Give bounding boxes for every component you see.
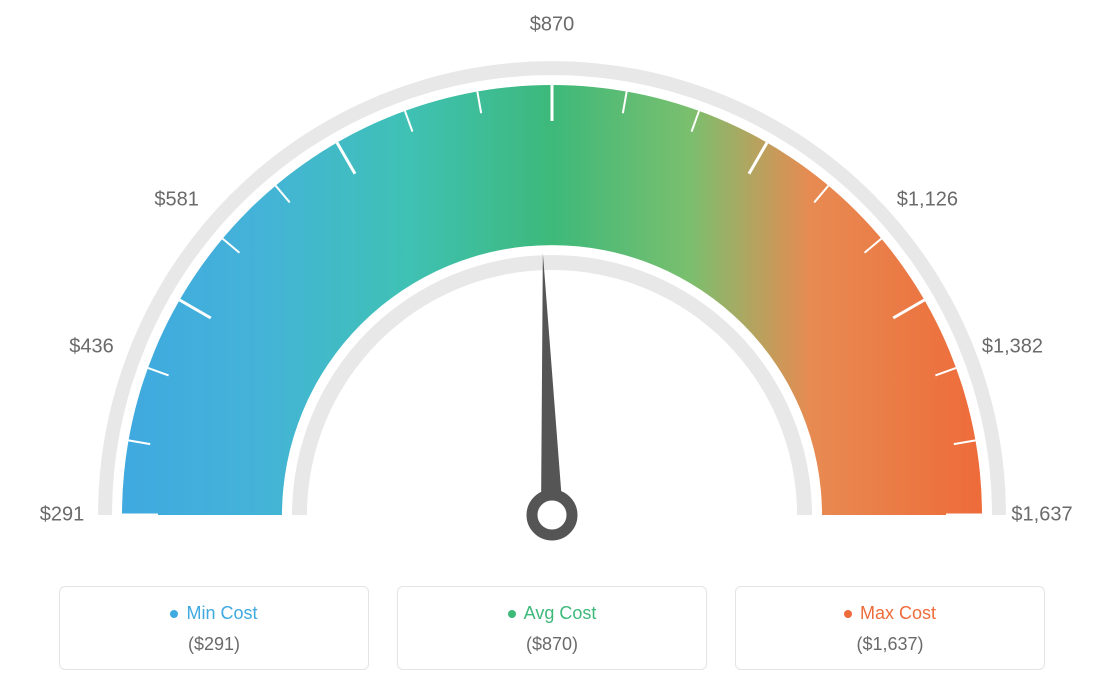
legend-title-avg: Avg Cost [524, 603, 597, 624]
legend-title-min: Min Cost [186, 603, 257, 624]
legend-title-max: Max Cost [860, 603, 936, 624]
legend-value-max: ($1,637) [736, 634, 1044, 655]
gauge-chart-container: { "gauge": { "type": "gauge", "center_x"… [0, 0, 1104, 690]
legend-card-max: Max Cost ($1,637) [735, 586, 1045, 670]
gauge-area: $291$436$581$870$1,126$1,382$1,637 [52, 10, 1052, 570]
gauge-tick-label: $870 [530, 14, 575, 37]
gauge-svg [52, 10, 1052, 570]
legend-dot-avg [508, 610, 516, 618]
gauge-tick-label: $581 [154, 189, 199, 212]
legend-dot-min [170, 610, 178, 618]
legend-dot-max [844, 610, 852, 618]
legend-value-avg: ($870) [398, 634, 706, 655]
legend-row: Min Cost ($291) Avg Cost ($870) Max Cost… [0, 586, 1104, 670]
gauge-tick-label: $291 [40, 504, 85, 527]
gauge-tick-label: $436 [69, 336, 114, 359]
legend-value-min: ($291) [60, 634, 368, 655]
gauge-tick-label: $1,126 [897, 189, 958, 212]
legend-card-avg: Avg Cost ($870) [397, 586, 707, 670]
gauge-tick-label: $1,637 [1011, 504, 1072, 527]
gauge-tick-label: $1,382 [982, 336, 1043, 359]
legend-card-min: Min Cost ($291) [59, 586, 369, 670]
